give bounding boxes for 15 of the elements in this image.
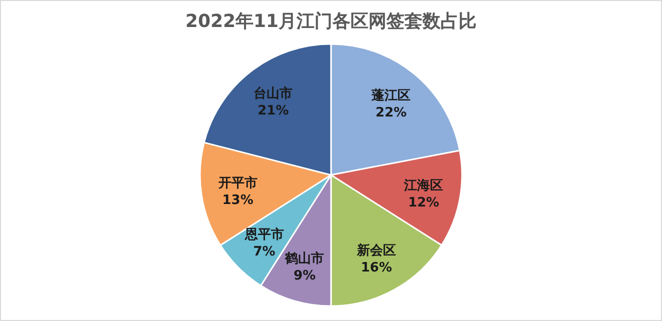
slice-label: 新会区 — [356, 242, 396, 259]
slice-label: 台山市 — [254, 85, 293, 102]
slice-label: 江海区 — [403, 178, 444, 194]
chart-title: 2022年11月江门各区网签套数占比 — [185, 11, 477, 32]
data-label: 13% — [222, 192, 254, 208]
slice-label: 开平市 — [217, 174, 258, 191]
data-label: 21% — [258, 103, 289, 118]
data-label: 7% — [253, 244, 276, 260]
slice-label: 恩平市 — [244, 226, 284, 243]
slice-label: 蓬江区 — [370, 87, 411, 104]
data-label: 12% — [408, 196, 440, 211]
slice-label: 鹤山市 — [284, 250, 324, 267]
data-label: 22% — [376, 105, 407, 120]
data-label: 16% — [360, 260, 392, 276]
data-label: 9% — [294, 268, 316, 284]
